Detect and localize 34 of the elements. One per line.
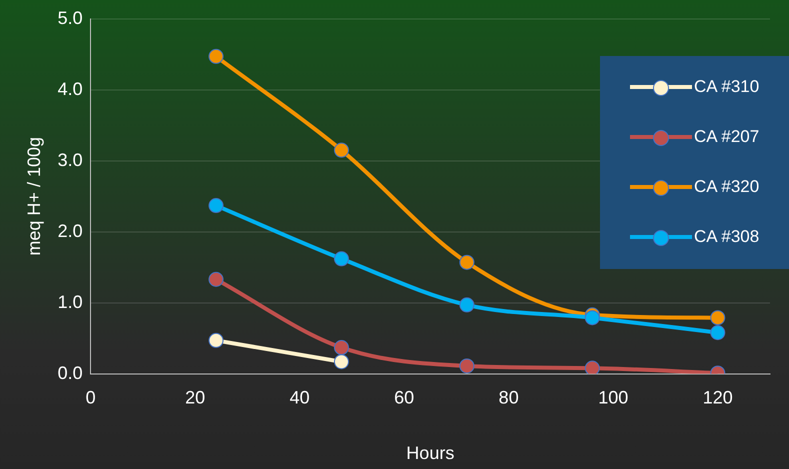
- x-tick-label: 0: [86, 388, 96, 408]
- x-tick-label: 80: [498, 388, 519, 408]
- point: [208, 198, 224, 214]
- legend-label: CA #310: [694, 77, 760, 97]
- point: [459, 358, 474, 374]
- point: [334, 251, 349, 266]
- x-axis-title: Hours: [406, 443, 454, 464]
- y-tick-label: 4.0: [58, 78, 83, 99]
- y-tick-label: 1.0: [58, 292, 83, 312]
- point: [584, 310, 600, 326]
- x-tick-label: 120: [702, 388, 733, 408]
- legend-label: CA #207: [694, 127, 760, 147]
- point: [584, 360, 600, 374]
- y-tick-label: 0.0: [58, 362, 83, 383]
- x-tick-label: 100: [598, 388, 628, 408]
- point: [334, 354, 349, 370]
- point: [334, 340, 349, 356]
- point: [208, 48, 224, 64]
- point: [208, 272, 224, 287]
- y-axis-title: meq H+ / 100g: [24, 137, 44, 256]
- legend-label: CA #308: [694, 227, 760, 247]
- x-tick-label: 60: [394, 388, 414, 408]
- point: [710, 325, 726, 340]
- x-tick-label: 40: [290, 388, 310, 408]
- point: [208, 332, 224, 348]
- x-tick-label: 20: [185, 388, 206, 408]
- point: [710, 310, 726, 326]
- legend-label: CA #320: [694, 177, 760, 197]
- y-tick-label: 3.0: [58, 150, 83, 170]
- y-tick-label: 5.0: [58, 8, 83, 28]
- point: [459, 254, 474, 270]
- y-tick-label: 2.0: [58, 220, 83, 241]
- point: [459, 297, 474, 312]
- point: [334, 142, 349, 158]
